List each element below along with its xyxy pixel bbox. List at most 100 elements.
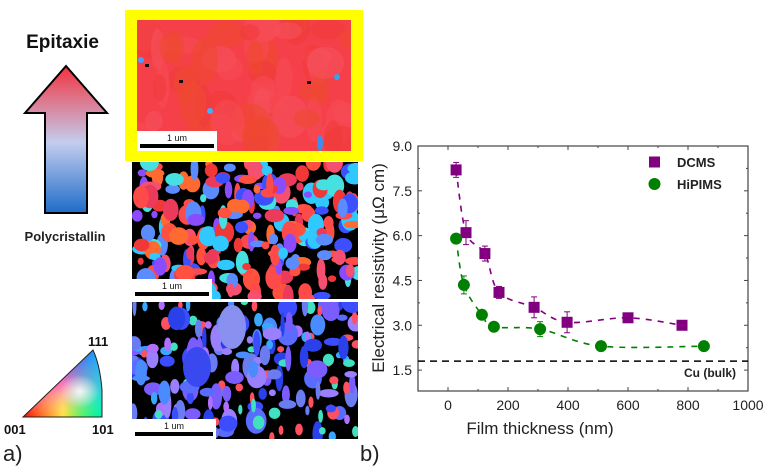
polycrystalline-map: 1 um (132, 302, 358, 439)
grain (252, 212, 262, 219)
dcms-data-point (561, 316, 573, 328)
grain (187, 213, 205, 226)
grain (259, 345, 271, 366)
grain (345, 264, 355, 278)
grain (283, 206, 300, 215)
grain (327, 275, 337, 282)
grain (301, 302, 309, 317)
scale-bar-label: 1 um (166, 133, 187, 143)
grain (240, 302, 248, 306)
dcms-data-point (479, 248, 491, 260)
grain (347, 162, 358, 174)
grain (251, 398, 256, 413)
hipims-data-point (450, 232, 463, 245)
ipf-triangle-fill (21, 349, 103, 418)
grain (303, 191, 312, 198)
grain (334, 74, 340, 80)
grain (344, 171, 358, 185)
x-axis-title: Film thickness (nm) (466, 419, 613, 438)
grain (270, 244, 281, 267)
grain (167, 306, 186, 331)
grain (323, 337, 343, 346)
grain (258, 387, 267, 400)
grain (247, 290, 262, 299)
grain (310, 20, 346, 40)
hipims-data-point (595, 340, 607, 353)
epitaxie-label: Epitaxie (26, 32, 99, 53)
grain (152, 74, 167, 102)
grain (337, 198, 348, 218)
grain (210, 99, 245, 146)
grain (317, 305, 323, 316)
grain (223, 163, 236, 172)
grain (225, 370, 244, 384)
grain (246, 336, 253, 344)
y-tick-label: 7.5 (393, 183, 413, 199)
x-tick-label: 600 (616, 397, 640, 413)
legend-dcms-marker (649, 156, 660, 168)
grain (332, 102, 351, 124)
grain (318, 389, 339, 398)
grain (278, 425, 284, 435)
grain (138, 57, 144, 63)
legend-hipims-label: HiPIMS (677, 177, 722, 192)
x-tick-label: 0 (444, 397, 452, 413)
dcms-data-point (676, 319, 688, 331)
grain (235, 199, 250, 214)
grain (351, 310, 358, 325)
grain (248, 360, 259, 378)
grain (246, 39, 264, 76)
grain (216, 259, 235, 271)
grain (194, 319, 203, 338)
scale-bar: 1 um (132, 279, 212, 299)
hipims-data-point (487, 320, 500, 333)
grain (222, 385, 232, 402)
grain (133, 238, 150, 252)
y-tick-label: 6.0 (393, 228, 413, 244)
scale-bar: 1 um (137, 131, 217, 151)
grain (298, 283, 313, 299)
x-tick-label: 800 (676, 397, 700, 413)
grain (243, 162, 253, 167)
grain (153, 257, 167, 276)
grain (199, 387, 216, 397)
grain (304, 338, 323, 352)
grain (188, 234, 199, 245)
dcms-data-point (450, 164, 462, 176)
ipf-label-001: 001 (4, 422, 26, 437)
y-tick-label: 3.0 (393, 317, 413, 333)
grain (285, 346, 292, 372)
grain (295, 423, 303, 436)
grain (351, 340, 358, 349)
grain (224, 181, 233, 199)
grain (283, 233, 297, 253)
grain (169, 227, 189, 245)
grain (310, 314, 326, 336)
ipf-label-101: 101 (92, 422, 114, 437)
grain (321, 302, 340, 322)
y-tick-label: 1.5 (393, 362, 413, 378)
grain (215, 172, 231, 184)
grain (317, 250, 333, 261)
ipf-label-111: 111 (88, 334, 108, 349)
grain (343, 359, 355, 367)
grain (277, 346, 285, 353)
grain (314, 206, 329, 215)
grain (268, 407, 281, 419)
scale-bar-line (135, 292, 209, 296)
grain (204, 163, 218, 178)
cu-bulk-label: Cu (bulk) (684, 366, 736, 380)
arrow-shape (22, 64, 110, 214)
x-tick-label: 200 (496, 397, 520, 413)
grain (235, 221, 249, 234)
epitaxy-gradient-arrow (22, 64, 110, 214)
hipims-data-point (534, 323, 547, 336)
y-tick-label: 9.0 (393, 138, 413, 154)
grain (349, 373, 356, 394)
grain (334, 238, 353, 253)
grain (159, 355, 175, 367)
grain (264, 209, 285, 223)
scale-bar-label: 1 um (161, 281, 182, 291)
dcms-data-point (493, 286, 505, 298)
grain (251, 302, 258, 312)
